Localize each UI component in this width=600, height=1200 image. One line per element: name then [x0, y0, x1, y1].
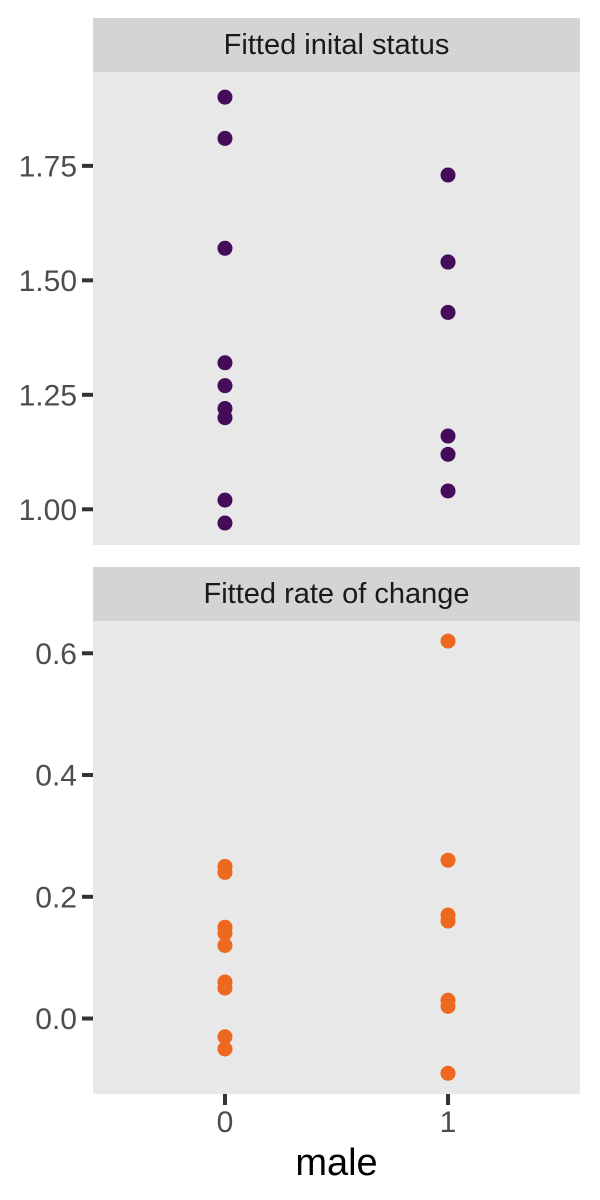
- data-point: [217, 378, 233, 394]
- facet-strip-initial-status: Fitted inital status: [93, 18, 580, 72]
- data-point: [217, 1029, 233, 1045]
- data-point: [440, 633, 456, 649]
- data-point: [440, 852, 456, 868]
- data-point: [440, 1065, 456, 1081]
- y-tick-label: 1.75: [19, 150, 77, 183]
- facet-title-rate-of-change: Fitted rate of change: [203, 577, 470, 610]
- data-point: [440, 428, 456, 444]
- data-point: [217, 492, 233, 508]
- data-point: [217, 89, 233, 105]
- data-point: [217, 240, 233, 256]
- data-point: [217, 864, 233, 880]
- data-point: [440, 913, 456, 929]
- y-tick-label: 1.50: [19, 265, 77, 298]
- data-point: [217, 937, 233, 953]
- x-tick-label: 0: [217, 1106, 234, 1139]
- x-axis-title: male: [295, 1142, 378, 1184]
- x-tick-label: 1: [440, 1106, 457, 1139]
- y-tick-label: 0.0: [35, 1003, 77, 1036]
- data-point: [217, 355, 233, 371]
- data-point: [217, 980, 233, 996]
- y-tick-label: 1.00: [19, 494, 77, 527]
- facet-strip-rate-of-change: Fitted rate of change: [93, 567, 580, 621]
- y-tick-label: 0.4: [35, 760, 77, 793]
- y-tick-label: 0.2: [35, 881, 77, 914]
- y-tick-label: 1.25: [19, 379, 77, 412]
- data-point: [440, 998, 456, 1014]
- data-point: [440, 304, 456, 320]
- data-point: [440, 167, 456, 183]
- data-point: [217, 410, 233, 426]
- y-tick-label: 0.6: [35, 638, 77, 671]
- data-point: [440, 254, 456, 270]
- data-point: [217, 515, 233, 531]
- facet-title-initial-status: Fitted inital status: [223, 28, 450, 61]
- facet-panel-rate-of-change: [93, 621, 580, 1094]
- data-point: [217, 130, 233, 146]
- data-point: [440, 446, 456, 462]
- facet-panel-initial-status: [93, 72, 580, 545]
- data-point: [440, 483, 456, 499]
- data-point: [217, 925, 233, 941]
- data-point: [217, 1041, 233, 1057]
